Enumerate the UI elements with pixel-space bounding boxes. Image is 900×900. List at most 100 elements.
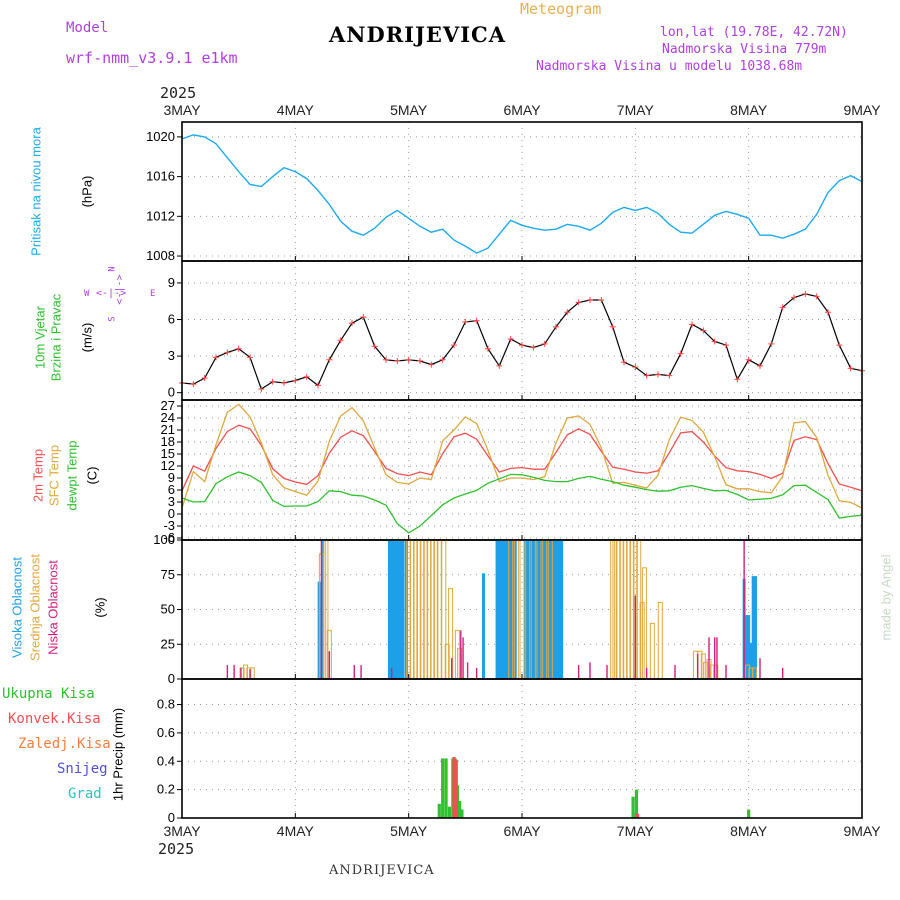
precip-total-bar	[447, 806, 452, 818]
y-tick-label: 1012	[146, 208, 175, 223]
bottom-year: 2025	[158, 840, 195, 858]
top-day-tick-label: 7MAY	[617, 102, 655, 118]
cloud-high-bar	[513, 540, 517, 679]
top-day-tick-label: 9MAY	[843, 102, 881, 118]
top-day-tick-label: 5MAY	[390, 102, 428, 118]
cloud-high-bar	[560, 540, 564, 679]
cloud-high-bar	[747, 615, 751, 679]
model-name: wrf-nmm_v3.9.1 e1km	[66, 49, 238, 67]
cloud-high-bar	[555, 540, 559, 679]
cloud-high-bar	[497, 540, 501, 679]
precip-total-bar	[444, 758, 448, 818]
cloud-high-bar	[509, 540, 513, 679]
y-tick-label: -6	[163, 530, 175, 545]
cloud-high-bar	[396, 540, 400, 679]
bottom-day-tick-label: 6MAY	[503, 823, 541, 839]
y-tick-label: 0	[168, 506, 175, 521]
cloud-mid-bar	[657, 602, 663, 680]
cloud-high-bar	[553, 540, 557, 679]
cloud-mid-bar	[692, 650, 698, 680]
precip-convective-bar	[454, 759, 458, 818]
bottom-day-tick-label: 4MAY	[277, 823, 315, 839]
cloud-high-bar	[387, 540, 391, 679]
cloud-high-bar	[530, 540, 534, 679]
coords-label: lon,lat (19.78E, 42.72N)	[660, 25, 848, 40]
cloud-high-bar	[532, 540, 536, 679]
cloud-low-bar	[451, 658, 453, 679]
cloud-low-bar	[226, 665, 229, 679]
y-tick-label: 21	[161, 422, 175, 437]
cloud-low-bar	[460, 630, 462, 679]
y-tick-label: 0.8	[157, 697, 175, 712]
cloud-low-bar	[577, 665, 580, 679]
cloud-low-bar	[360, 665, 362, 679]
compass-we-axis: <-|->	[96, 288, 127, 299]
cloud-low-bar	[320, 540, 323, 679]
legend-convective-rain: Konvek.Kisa	[8, 711, 101, 727]
precip-total-bar	[458, 800, 462, 818]
footer-location: ANDRIJEVICA	[329, 863, 435, 878]
precip-total-bar	[441, 758, 445, 818]
y-tick-label: 27	[161, 398, 175, 413]
precip-total-bar	[747, 809, 751, 818]
cloud-low-bar	[475, 667, 478, 679]
cloud-high-bar	[321, 540, 325, 679]
cloud-high-bar	[537, 540, 541, 679]
y-tick-label: 0	[168, 671, 175, 686]
cloud-low-bar	[606, 665, 608, 679]
y-tick-label: 100	[153, 532, 175, 547]
y-tick-label: -3	[163, 518, 175, 533]
cloud-low-bar	[725, 665, 727, 679]
elevation-label: Nadmorska Visina 779m	[662, 42, 827, 57]
y-tick-label: 75	[161, 567, 175, 582]
cloud-low-bar	[462, 637, 464, 679]
y-tick-label: 0	[168, 385, 175, 400]
legend-hail: Grad	[68, 786, 102, 802]
top-day-tick-label: 4MAY	[277, 102, 315, 118]
sfc-temp-line	[181, 403, 863, 509]
cloud-low-bar	[589, 662, 591, 679]
legend-snow: Snijeg	[57, 761, 108, 777]
y-tick-label: 6	[168, 312, 175, 327]
cloud-high-bar	[394, 540, 398, 679]
y-tick-label: 1008	[146, 248, 175, 263]
top-day-tick-label: 8MAY	[730, 102, 768, 118]
cloud-high-bar	[500, 540, 504, 679]
panel-2: 0 3 6 9	[168, 260, 865, 401]
cloud-mid-bar	[649, 622, 655, 680]
panel-frame	[181, 121, 863, 262]
cloud-high-bar	[495, 540, 499, 679]
wind-speed-line	[181, 293, 863, 390]
bottom-day-tick-label: 5MAY	[390, 823, 428, 839]
cloud-high-bar	[557, 540, 561, 679]
cloud-low-bar	[713, 637, 716, 679]
model-label: Model	[66, 20, 109, 36]
y-tick-label: 0	[168, 810, 175, 825]
cloud-low-bar	[466, 662, 469, 679]
cloud-low-bar	[696, 653, 699, 679]
cloud-high-bar	[390, 540, 394, 679]
cloud-high-bar	[753, 576, 757, 679]
cloud-low-bar	[240, 667, 242, 679]
y-tick-label: 25	[161, 636, 175, 651]
cloud-low-bar	[328, 651, 331, 679]
precip-convective-bar	[452, 757, 456, 818]
panel-4: 0 25 50 75 100	[153, 532, 863, 686]
cloud-high-bar	[504, 540, 508, 679]
bottom-day-tick-label: 3MAY	[163, 823, 201, 839]
cloud-low-bar	[743, 540, 745, 679]
cloud-low-bar	[759, 658, 761, 679]
y-tick-label: 1020	[146, 129, 175, 144]
y-tick-label: 12	[161, 458, 175, 473]
cloud-high-bar	[751, 576, 755, 679]
cloud-low-bar	[634, 595, 637, 679]
cloud-high-bar	[481, 573, 485, 679]
compass-w: W	[84, 289, 90, 299]
cloud-high-bar	[392, 540, 396, 679]
chart-kind-title: Meteogram	[520, 0, 602, 18]
cloud-low-bar	[674, 665, 676, 679]
bottom-day-tick-label: 9MAY	[843, 823, 881, 839]
cloud-high-bar	[399, 540, 403, 679]
